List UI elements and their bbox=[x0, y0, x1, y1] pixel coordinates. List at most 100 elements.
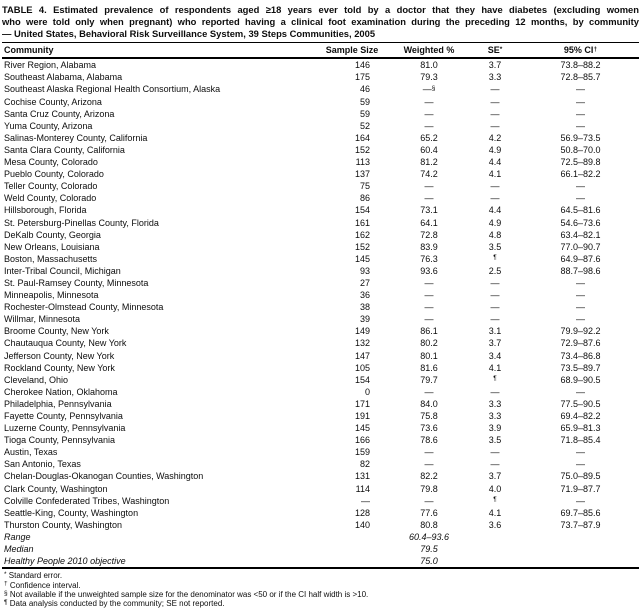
sample-size-cell: 86 bbox=[359, 193, 370, 204]
footnote: § Not available if the unweighted sample… bbox=[4, 590, 369, 600]
community-cell: Hillsborough, Florida bbox=[4, 205, 87, 216]
col-header-community: Community bbox=[2, 42, 314, 60]
ci-cell: — bbox=[576, 386, 585, 397]
community-cell: New Orleans, Louisiana bbox=[4, 241, 100, 252]
community-cell: Colville Confederated Tribes, Washington bbox=[4, 495, 170, 506]
se-cell: 3.5 bbox=[488, 241, 502, 252]
ci-cell: — bbox=[576, 84, 585, 95]
community-cell: Willmar, Minnesota bbox=[4, 314, 81, 325]
community-cell: Boston, Massachusetts bbox=[4, 253, 98, 264]
ci-cell: 54.6–73.6 bbox=[560, 217, 601, 228]
weighted-pct-cell: — bbox=[424, 495, 434, 506]
weighted-pct-cell: 93.6 bbox=[420, 265, 438, 276]
footnote-marker: § bbox=[4, 590, 8, 597]
sample-size-cell: 147 bbox=[354, 350, 370, 361]
se-cell: ¶ bbox=[468, 495, 522, 507]
community-cell: Teller County, Colorado bbox=[4, 181, 98, 192]
ci-cell: — bbox=[576, 193, 585, 204]
se-cell: 3.1 bbox=[488, 326, 502, 337]
ci-cell: 56.9–73.5 bbox=[560, 132, 601, 143]
weighted-pct-cell: 73.1 bbox=[420, 205, 438, 216]
community-cell: Austin, Texas bbox=[4, 447, 58, 458]
community-cell: Clark County, Washington bbox=[4, 483, 108, 494]
table-row: Cherokee Nation, Oklahoma 0 — — — bbox=[2, 386, 639, 398]
table-row: Minneapolis, Minnesota 36 — — — bbox=[2, 289, 639, 301]
community-cell: St. Petersburg-Pinellas County, Florida bbox=[4, 217, 159, 228]
table-row: Tioga County, Pennsylvania 166 78.6 3.5 71.8… bbox=[2, 434, 639, 446]
ci-cell: 50.8–70.0 bbox=[560, 144, 601, 155]
ci-cell: — bbox=[576, 120, 585, 131]
table-row: Yuma County, Arizona 52 — — — bbox=[2, 120, 639, 132]
weighted-pct-cell: 81.0 bbox=[420, 60, 438, 71]
community-cell: Southeast Alabama, Alabama bbox=[4, 72, 123, 83]
ci-cell: 75.0–89.5 bbox=[560, 471, 601, 482]
sample-size-cell: — bbox=[361, 495, 370, 506]
community-cell: Broome County, New York bbox=[4, 326, 109, 337]
weighted-pct-cell: — bbox=[424, 386, 434, 397]
footnote-marker: § bbox=[431, 84, 436, 92]
community-cell: Mesa County, Colorado bbox=[4, 157, 98, 168]
table-row: Clark County, Washington 114 79.8 4.0 71.9–8… bbox=[2, 483, 639, 495]
weighted-pct-cell: 79.5 bbox=[420, 544, 438, 555]
community-cell: Tioga County, Pennsylvania bbox=[4, 435, 116, 446]
table-body: River Region, Alabama 146 81.0 3.7 73.8–88.2… bbox=[2, 58, 639, 570]
summary-label-cell: Range bbox=[4, 531, 31, 542]
sample-size-cell: 140 bbox=[354, 519, 370, 530]
summary-row: Median 79.5 bbox=[2, 543, 639, 555]
sample-size-cell: 152 bbox=[354, 144, 370, 155]
community-cell: Rochester-Olmstead County, Minnesota bbox=[4, 302, 164, 313]
community-cell: Cherokee Nation, Oklahoma bbox=[4, 386, 118, 397]
ci-cell: 73.7–87.9 bbox=[560, 519, 601, 530]
col-header-weighted-pct: Weighted % bbox=[390, 42, 468, 60]
ci-cell bbox=[522, 555, 639, 570]
weighted-pct-cell: 76.3 bbox=[420, 253, 438, 264]
se-cell: — bbox=[490, 181, 500, 192]
weighted-pct-cell: 65.2 bbox=[420, 132, 438, 143]
community-cell: Cochise County, Arizona bbox=[4, 96, 102, 107]
table-row: Fayette County, Pennsylvania 191 75.8 3.3 69… bbox=[2, 410, 639, 422]
col-header-sample-size-label: Sample Size bbox=[325, 45, 379, 56]
se-cell: 3.5 bbox=[488, 435, 502, 446]
se-cell: 3.7 bbox=[488, 338, 502, 349]
sample-size-cell: 162 bbox=[354, 229, 370, 240]
community-cell: Chautauqua County, New York bbox=[4, 338, 127, 349]
summary-label-cell: Healthy People 2010 objective bbox=[2, 555, 314, 570]
community-cell: Southeast Alaska Regional Health Consort… bbox=[4, 84, 221, 95]
sample-size-cell: 93 bbox=[359, 265, 370, 276]
sample-size-cell bbox=[314, 543, 390, 555]
weighted-pct-cell: — bbox=[424, 447, 434, 458]
weighted-pct-cell: — bbox=[424, 290, 434, 301]
weighted-pct-cell: 80.1 bbox=[420, 350, 438, 361]
sample-size-cell: 132 bbox=[354, 338, 370, 349]
table-row: Luzerne County, Pennsylvania 145 73.6 3.9 65… bbox=[2, 422, 639, 434]
weighted-pct-cell: — bbox=[424, 193, 434, 204]
ci-cell: 88.7–98.6 bbox=[560, 265, 601, 276]
table-row: Hillsborough, Florida 154 73.1 4.4 64.5–81.6 bbox=[2, 204, 639, 216]
se-cell: — bbox=[490, 314, 500, 325]
table-row: Philadelphia, Pennsylvania 171 84.0 3.3 77.5… bbox=[2, 398, 639, 410]
community-cell: St. Paul-Ramsey County, Minnesota bbox=[4, 277, 149, 288]
weighted-pct-cell: 80.2 bbox=[420, 338, 438, 349]
ci-cell: — bbox=[576, 495, 585, 506]
weighted-pct-cell: 75.8 bbox=[420, 411, 438, 421]
ci-cell: — bbox=[576, 277, 585, 288]
table-row: San Antonio, Texas 82 — — — bbox=[2, 458, 639, 470]
title-line-3: — United States, Behavioral Risk Surveil… bbox=[2, 28, 376, 40]
ci-cell: 73.5–89.7 bbox=[560, 362, 601, 373]
table-row: Austin, Texas 159 — — — bbox=[2, 446, 639, 458]
community-cell: Inter-Tribal Council, Michigan bbox=[4, 265, 121, 276]
sample-size-cell: 175 bbox=[354, 72, 370, 83]
weighted-pct-cell: 60.4 bbox=[420, 144, 438, 155]
table-row: Inter-Tribal Council, Michigan 93 93.6 2.5 8… bbox=[2, 265, 639, 277]
se-cell: 3.6 bbox=[488, 519, 502, 530]
footnote: ¶ Data analysis conducted by the communi… bbox=[4, 599, 225, 609]
sample-size-cell bbox=[314, 531, 390, 543]
se-cell: 3.9 bbox=[488, 423, 502, 434]
table-row: DeKalb County, Georgia 162 72.8 4.8 63.4–82.… bbox=[2, 229, 639, 241]
sample-size-cell: 39 bbox=[359, 314, 370, 325]
se-cell: ¶ bbox=[468, 374, 522, 386]
ci-cell: 71.8–85.4 bbox=[560, 435, 601, 446]
weighted-pct-cell: — bbox=[424, 108, 434, 119]
community-cell: DeKalb County, Georgia bbox=[4, 229, 101, 240]
sample-size-cell: 152 bbox=[354, 241, 370, 252]
